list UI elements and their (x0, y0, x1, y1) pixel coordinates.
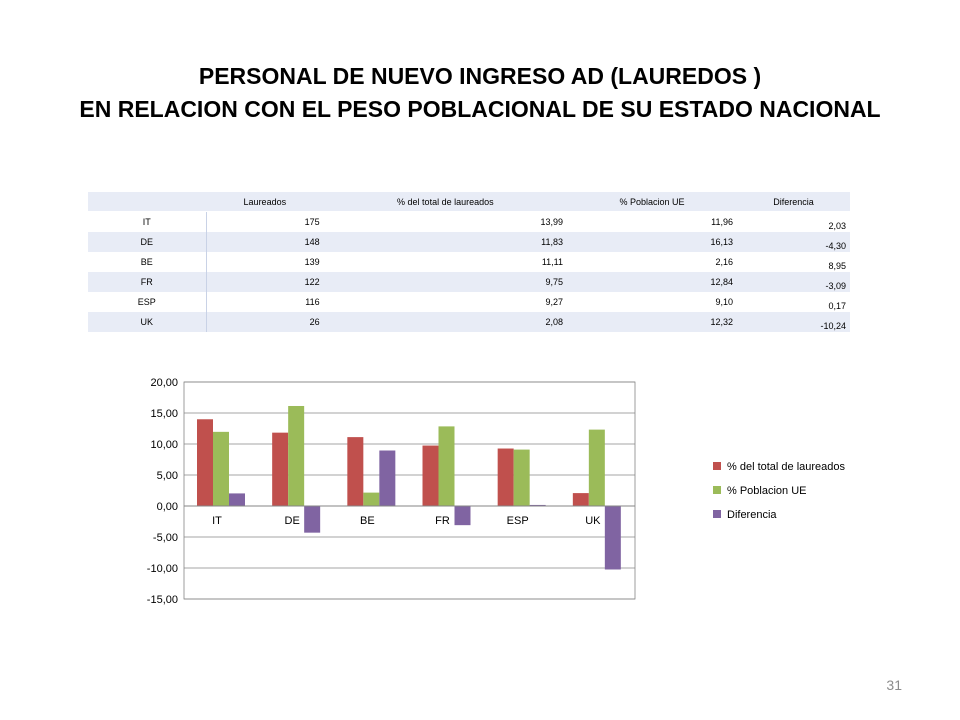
table-cell: 0,17 (737, 292, 850, 312)
table-cell: 116 (206, 292, 324, 312)
table-cell: UK (88, 312, 207, 332)
table-cell: -10,24 (737, 312, 850, 332)
table-row: ESP 116 9,27 9,10 0,17 (88, 292, 850, 312)
bar (454, 506, 471, 526)
table-cell: 148 (206, 232, 324, 252)
table-cell: 16,13 (567, 232, 738, 252)
plot-area-border (183, 381, 636, 600)
table-header-row: Laureados % del total de laureados % Pob… (88, 192, 850, 212)
bar (363, 492, 380, 506)
bar (497, 448, 514, 506)
bar (197, 419, 213, 506)
bar (513, 449, 530, 506)
table-header-cell: Laureados (206, 192, 324, 212)
table-cell: DE (88, 232, 207, 252)
table-row: UK 26 2,08 12,32 -10,24 (88, 312, 850, 332)
slide-title-line-1: PERSONAL DE NUEVO INGRESO AD (LAUREDOS ) (198, 63, 762, 89)
table-cell: ESP (88, 292, 207, 312)
table-cell: 11,83 (323, 232, 568, 252)
table-cell: 26 (206, 312, 324, 332)
bar (272, 432, 289, 506)
legend-swatch (713, 486, 721, 494)
y-tick-label: 15,00 (150, 408, 178, 420)
x-tick-label: DE (285, 515, 300, 527)
table-cell: 13,99 (323, 211, 568, 232)
legend-swatch (713, 462, 721, 470)
x-tick-label: UK (585, 515, 601, 527)
table-cell: -3,09 (737, 272, 850, 292)
table-cell: 9,27 (323, 292, 568, 312)
bar (347, 437, 364, 506)
x-tick-label: ESP (507, 515, 529, 527)
table-cell: 9,75 (323, 272, 568, 292)
bar (229, 493, 245, 506)
legend-label: % Poblacion UE (727, 485, 807, 497)
table-cell: 2,08 (323, 312, 568, 332)
y-tick-label: 10,00 (150, 439, 178, 451)
y-tick-label: -15,00 (147, 594, 178, 606)
legend-swatch (713, 510, 721, 518)
table-row: DE 148 11,83 16,13 -4,30 (88, 232, 850, 252)
y-tick-label: -5,00 (153, 532, 178, 544)
bar (379, 450, 396, 506)
y-tick-label: -10,00 (147, 563, 178, 575)
table-cell: 11,96 (567, 211, 738, 232)
bar (422, 445, 439, 506)
bar (604, 506, 621, 570)
y-tick-label: 0,00 (157, 501, 178, 513)
x-tick-label: FR (435, 515, 450, 527)
table-cell: 12,84 (567, 272, 738, 292)
table-cell: BE (88, 252, 207, 272)
y-tick-label: 20,00 (150, 377, 178, 389)
table-header-cell: Diferencia (737, 192, 850, 212)
legend-label: % del total de laureados (727, 461, 846, 473)
legend-label: Diferencia (727, 509, 777, 521)
bar (213, 431, 229, 506)
table-cell: 175 (206, 211, 324, 232)
bar (438, 426, 455, 506)
table-cell: 11,11 (323, 252, 568, 272)
table-row: IT 175 13,99 11,96 2,03 (88, 211, 850, 232)
table-cell: 2,03 (737, 211, 850, 232)
table-header-cell: % Poblacion UE (567, 192, 738, 212)
page-number: 31 (886, 677, 902, 693)
x-tick-label: IT (212, 515, 222, 527)
table-cell: -4,30 (737, 232, 850, 252)
bar-chart: 20,00 15,00 10,00 5,00 0,00 -5,00 -10,00 -15,00… (147, 377, 846, 606)
slide-title-line-2: EN RELACION CON EL PESO POBLACIONAL DE S… (79, 96, 881, 122)
table-row: BE 139 11,11 2,16 8,95 (88, 252, 850, 272)
table-cell: 139 (206, 252, 324, 272)
table-header-cell: % del total de laureados (323, 192, 568, 212)
table-cell: 9,10 (567, 292, 738, 312)
bar (288, 405, 305, 506)
table-cell: 122 (206, 272, 324, 292)
table-cell: FR (88, 272, 207, 292)
table-cell: 8,95 (737, 252, 850, 272)
table-cell: IT (88, 211, 207, 232)
data-table: Laureados % del total de laureados % Pob… (88, 192, 850, 332)
bar (304, 506, 321, 533)
x-tick-label: BE (360, 515, 375, 527)
bar (588, 429, 605, 506)
table-cell: 12,32 (567, 312, 738, 332)
bar (572, 493, 589, 506)
bar (529, 504, 546, 506)
table-cell: 2,16 (567, 252, 738, 272)
y-tick-label: 5,00 (157, 470, 178, 482)
table-header-cell (88, 192, 206, 212)
table-row: FR 122 9,75 12,84 -3,09 (88, 272, 850, 292)
